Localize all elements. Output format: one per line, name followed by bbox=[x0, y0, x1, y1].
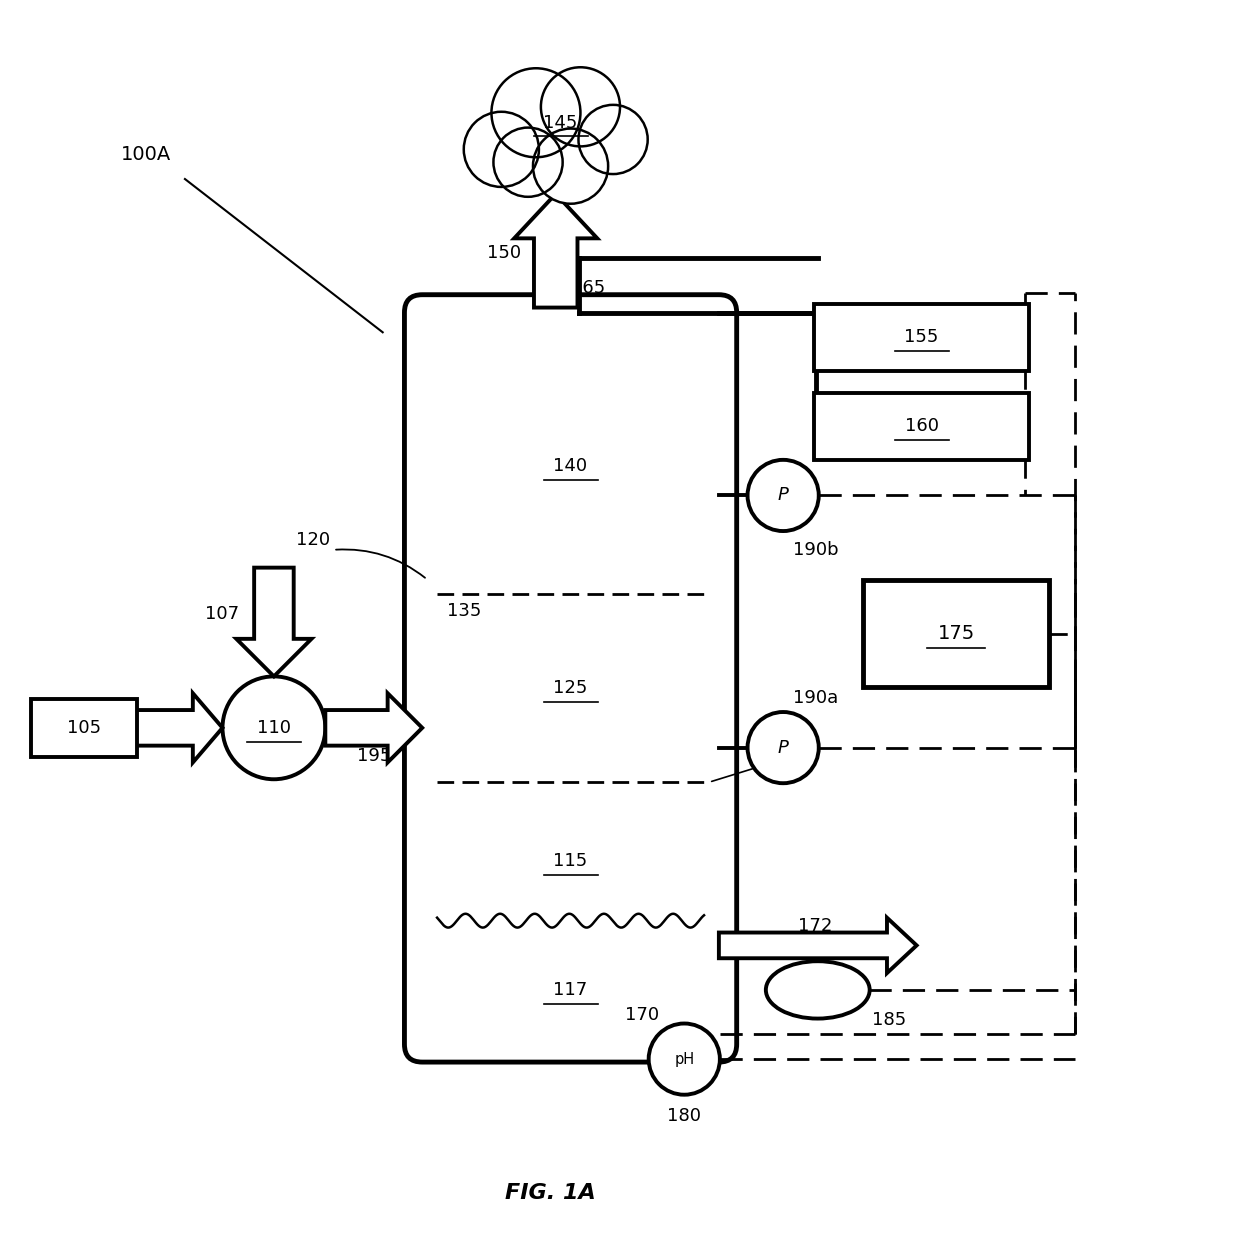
Circle shape bbox=[491, 69, 580, 157]
Circle shape bbox=[464, 111, 539, 187]
Text: 120: 120 bbox=[296, 531, 331, 550]
Text: 195: 195 bbox=[357, 747, 391, 764]
Text: 145: 145 bbox=[543, 114, 578, 131]
Text: pH: pH bbox=[675, 1052, 694, 1067]
Text: 140: 140 bbox=[553, 457, 588, 475]
Polygon shape bbox=[237, 567, 311, 677]
Circle shape bbox=[649, 1023, 720, 1094]
Circle shape bbox=[541, 67, 620, 146]
Text: 155: 155 bbox=[904, 328, 939, 346]
Text: 165: 165 bbox=[570, 279, 605, 297]
Text: 190a: 190a bbox=[794, 689, 838, 707]
Text: 150: 150 bbox=[487, 244, 521, 262]
Text: 175: 175 bbox=[937, 624, 975, 643]
Text: 180: 180 bbox=[667, 1108, 702, 1125]
Text: 172: 172 bbox=[799, 917, 832, 934]
Text: 190b: 190b bbox=[794, 541, 838, 558]
Polygon shape bbox=[135, 693, 222, 762]
Text: 110: 110 bbox=[257, 719, 291, 737]
Text: 170: 170 bbox=[625, 1005, 660, 1024]
Circle shape bbox=[748, 460, 818, 531]
FancyBboxPatch shape bbox=[813, 392, 1029, 460]
Text: 135: 135 bbox=[446, 602, 481, 621]
FancyBboxPatch shape bbox=[813, 304, 1029, 371]
FancyBboxPatch shape bbox=[863, 581, 1049, 687]
Polygon shape bbox=[719, 918, 916, 973]
Circle shape bbox=[579, 105, 647, 174]
FancyBboxPatch shape bbox=[31, 699, 138, 757]
Circle shape bbox=[748, 712, 818, 783]
Text: P: P bbox=[777, 486, 789, 505]
Text: 130: 130 bbox=[769, 753, 802, 772]
Ellipse shape bbox=[766, 962, 869, 1019]
Circle shape bbox=[494, 127, 563, 197]
Text: P: P bbox=[777, 738, 789, 757]
FancyBboxPatch shape bbox=[404, 295, 737, 1062]
Text: 117: 117 bbox=[553, 980, 588, 999]
Text: 125: 125 bbox=[553, 679, 588, 697]
Text: 185: 185 bbox=[872, 1010, 906, 1029]
Text: 100A: 100A bbox=[120, 145, 171, 164]
Text: 107: 107 bbox=[205, 605, 239, 623]
Circle shape bbox=[533, 129, 608, 204]
Circle shape bbox=[222, 677, 325, 779]
Polygon shape bbox=[515, 194, 598, 307]
Text: 105: 105 bbox=[67, 719, 102, 737]
Text: 160: 160 bbox=[905, 417, 939, 435]
Polygon shape bbox=[325, 693, 423, 762]
Text: FIG. 1A: FIG. 1A bbox=[506, 1183, 596, 1203]
Text: 115: 115 bbox=[553, 852, 588, 871]
